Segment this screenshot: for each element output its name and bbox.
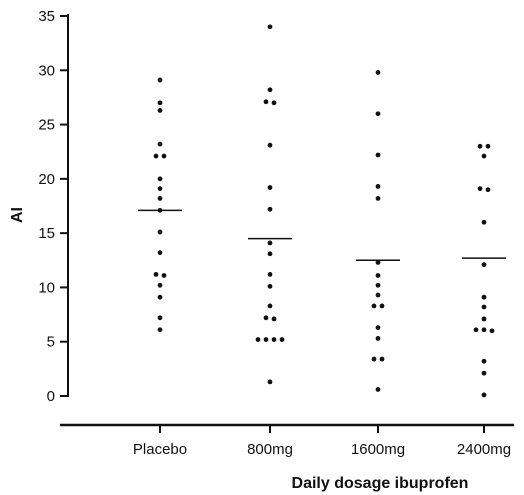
data-point	[263, 337, 269, 342]
data-point	[375, 282, 381, 288]
x-tick-label: Placebo	[133, 441, 187, 458]
y-tick-label: 15	[38, 225, 55, 242]
data-point	[161, 273, 167, 278]
data-point	[477, 186, 483, 192]
data-point	[481, 304, 487, 310]
data-point	[481, 294, 487, 300]
y-tick-label: 30	[38, 62, 55, 79]
data-point	[157, 327, 163, 333]
data-point	[379, 303, 385, 309]
data-point	[267, 283, 273, 289]
data-point	[267, 87, 273, 93]
data-point	[157, 186, 163, 192]
data-point	[481, 219, 487, 225]
data-point	[267, 142, 273, 148]
data-point	[489, 328, 495, 334]
data-point	[375, 325, 381, 330]
data-point	[375, 260, 381, 265]
data-point	[481, 370, 487, 376]
data-point	[481, 316, 487, 322]
data-point	[263, 99, 269, 105]
data-point	[485, 187, 491, 193]
data-point	[153, 153, 159, 159]
data-point	[157, 196, 163, 201]
data-point	[371, 303, 377, 309]
data-point	[157, 77, 163, 83]
data-point	[267, 185, 273, 190]
x-tick-label: 800mg	[247, 441, 293, 458]
data-point	[481, 262, 487, 268]
data-point	[157, 176, 163, 182]
y-axis: 0 5 10 15 20 25 30 35	[38, 8, 69, 405]
data-point	[267, 303, 273, 309]
data-point	[375, 292, 381, 298]
data-point	[371, 356, 377, 362]
data-point	[255, 337, 261, 342]
y-tick-label: 25	[38, 117, 55, 134]
y-tick-label: 35	[38, 8, 55, 25]
data-point	[271, 100, 277, 106]
data-point	[477, 143, 483, 149]
series-group	[248, 24, 292, 385]
data-point	[267, 240, 273, 246]
x-tick-label: 2400mg	[457, 441, 511, 458]
data-marks	[138, 24, 506, 398]
data-point	[267, 24, 273, 30]
data-point	[267, 272, 273, 277]
y-tick-label: 20	[38, 171, 55, 188]
data-point	[375, 387, 381, 392]
series-group	[356, 70, 400, 392]
data-point	[375, 184, 381, 189]
data-point	[375, 336, 381, 341]
data-point	[157, 141, 163, 147]
data-point	[375, 273, 381, 278]
data-point	[481, 358, 487, 364]
data-point	[157, 100, 163, 106]
x-axis-title: Daily dosage ibuprofen	[292, 475, 469, 492]
y-tick-label: 5	[47, 334, 55, 351]
data-point	[279, 337, 285, 342]
data-point	[263, 315, 269, 321]
data-point	[267, 206, 273, 212]
data-point	[157, 229, 163, 235]
y-tick-label: 10	[38, 279, 55, 296]
data-point	[157, 294, 163, 300]
data-point	[375, 196, 381, 201]
data-point	[379, 356, 385, 362]
data-point	[271, 337, 277, 342]
series-group	[462, 143, 506, 398]
x-axis: Placebo 800mg 1600mg 2400mg	[60, 423, 514, 458]
data-point	[481, 392, 487, 398]
series-group	[138, 77, 182, 333]
data-point	[267, 251, 273, 257]
data-point	[375, 152, 381, 158]
data-point	[271, 316, 277, 322]
data-point	[153, 272, 159, 277]
y-tick-label: 0	[47, 388, 55, 405]
data-point	[157, 282, 163, 288]
x-tick-label: 1600mg	[351, 441, 405, 458]
y-axis-title: AI	[9, 207, 26, 223]
data-point	[161, 153, 167, 159]
data-point	[375, 70, 381, 75]
data-point	[481, 153, 487, 159]
data-point	[485, 143, 491, 149]
data-point	[157, 250, 163, 256]
data-point	[157, 207, 163, 213]
data-point	[473, 327, 479, 333]
data-point	[481, 327, 487, 333]
data-point	[267, 379, 273, 385]
data-point	[375, 111, 381, 117]
data-point	[157, 108, 163, 113]
data-point	[157, 315, 163, 321]
